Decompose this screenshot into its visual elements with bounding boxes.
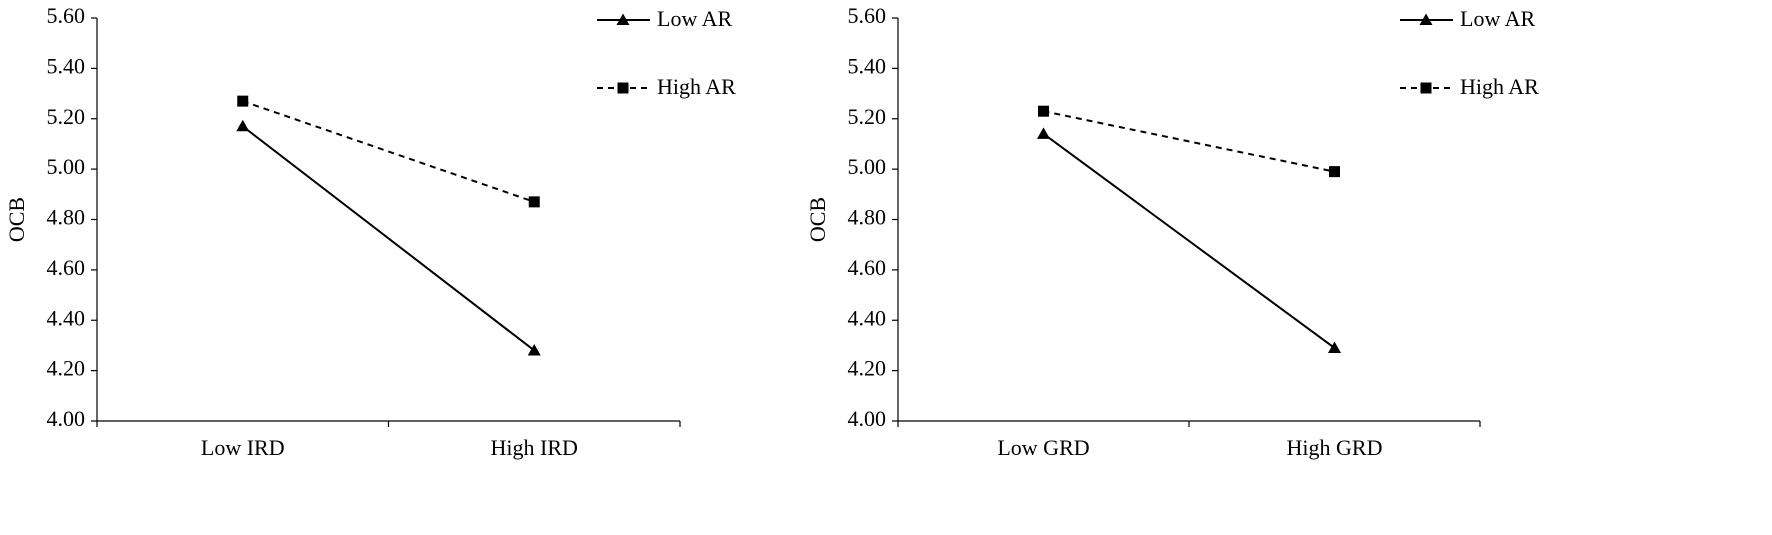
y-tick-label: 4.00 [848,406,887,431]
legend-label: High AR [657,74,736,99]
marker [528,196,540,208]
marker [1038,105,1049,117]
series-line [1043,110,1335,173]
y-tick-label: 5.20 [47,104,86,129]
y-axis-label: OCB [4,197,29,242]
series-line [242,100,535,203]
y-axis-label: OCB [805,197,830,242]
y-tick-label: 4.80 [848,205,887,230]
legend-label: Low AR [1460,6,1536,31]
y-tick-label: 4.40 [47,305,86,330]
y-tick-label: 5.60 [848,3,887,28]
y-tick-label: 5.40 [848,53,887,78]
x-tick-label: Low GRD [997,435,1089,460]
legend-marker [1420,82,1432,94]
legend-marker [1419,13,1433,25]
y-tick-label: 5.00 [47,154,86,179]
y-tick-label: 4.20 [848,356,887,381]
y-tick-label: 4.00 [47,406,86,431]
marker [237,95,249,107]
legend-marker [616,13,630,25]
x-tick-label: Low IRD [201,435,285,460]
y-tick-label: 4.20 [47,356,86,381]
y-tick-label: 4.40 [848,305,887,330]
series-line [242,125,535,352]
x-tick-label: High IRD [491,435,578,460]
y-tick-label: 5.00 [848,154,887,179]
y-tick-label: 5.20 [848,104,887,129]
x-tick-label: High GRD [1287,435,1383,460]
y-tick-label: 5.40 [47,53,86,78]
y-tick-label: 4.60 [47,255,86,280]
marker [236,119,250,132]
legend-label: Low AR [657,6,733,31]
y-tick-label: 4.80 [47,205,86,230]
marker [527,343,541,356]
legend-marker [617,82,629,94]
y-tick-label: 4.60 [848,255,887,280]
marker [1329,166,1340,178]
series-line [1042,133,1336,349]
y-tick-label: 5.60 [47,3,86,28]
marker [1037,127,1050,139]
legend-label: High AR [1460,74,1539,99]
marker [1328,341,1341,353]
